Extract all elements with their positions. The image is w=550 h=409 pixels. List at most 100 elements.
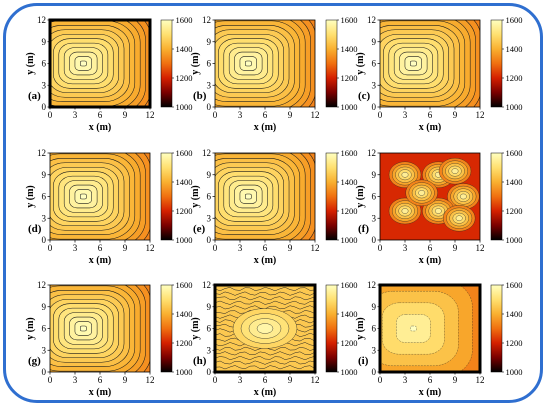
x-tick-label: 0 xyxy=(378,110,383,120)
y-axis-label: y (m) xyxy=(25,185,36,208)
x-tick-label: 9 xyxy=(453,110,458,120)
colorbar-tick-label: 1600 xyxy=(341,15,358,25)
y-axis-label: y (m) xyxy=(190,185,201,208)
x-tick-label: 9 xyxy=(453,375,458,385)
x-tick-label: 12 xyxy=(311,243,320,253)
heat-field xyxy=(215,153,315,240)
y-tick-label: 9 xyxy=(207,170,212,180)
hotspot-contour xyxy=(455,215,463,222)
y-axis-label: y (m) xyxy=(190,317,201,340)
x-axis-label: x (m) xyxy=(89,387,112,398)
panel-b: 0 3 6 9 12 0 3 6 9 12 x (m) y (m) (b) 1000 1200 1400 160… xyxy=(190,15,358,133)
panel-label: (i) xyxy=(358,355,369,367)
y-tick-label: 0 xyxy=(42,367,47,377)
x-tick-label: 6 xyxy=(428,375,433,385)
x-tick-label: 12 xyxy=(146,375,155,385)
colorbar-tick-label: 1200 xyxy=(341,206,358,216)
y-tick-label: 0 xyxy=(42,102,47,112)
heat-field xyxy=(380,20,480,107)
x-tick-label: 6 xyxy=(263,243,268,253)
colorbar-tick-label: 1200 xyxy=(341,73,358,83)
colorbar-tick-label: 1000 xyxy=(506,102,523,112)
colorbar-tick-label: 1600 xyxy=(176,15,193,25)
colorbar-tick-label: 1200 xyxy=(341,338,358,348)
y-tick-label: 12 xyxy=(37,15,46,25)
heat-field xyxy=(50,285,150,372)
contour-line xyxy=(215,296,315,301)
y-tick-label: 6 xyxy=(42,324,47,334)
x-axis-label: x (m) xyxy=(419,122,442,133)
colorbar-tick-label: 1200 xyxy=(506,338,523,348)
y-axis-label: y (m) xyxy=(355,52,366,75)
colorbar-tick-label: 1200 xyxy=(176,206,193,216)
panel-h: 0 3 6 9 12 0 3 6 9 12 x (m) y (m) (h) 1000 1200 1400 160… xyxy=(190,280,358,398)
contour-level xyxy=(245,193,252,200)
colorbar-tick-label: 1000 xyxy=(506,367,523,377)
x-tick-label: 6 xyxy=(263,110,268,120)
colorbar-tick-label: 1600 xyxy=(341,280,358,290)
colorbar-tick-label: 1200 xyxy=(176,73,193,83)
x-tick-label: 12 xyxy=(311,110,320,120)
panel-i: 0 3 6 9 12 0 3 6 9 12 x (m) y (m) (i) 1000 1200 1400 160… xyxy=(355,280,523,398)
hotspot-contour xyxy=(418,190,426,196)
heat-field xyxy=(380,285,480,372)
contour-line xyxy=(215,286,315,292)
colorbar xyxy=(325,152,338,241)
colorbar xyxy=(160,284,173,373)
x-tick-label: 0 xyxy=(213,110,218,120)
colorbar-tick-label: 1000 xyxy=(176,235,193,245)
x-tick-label: 3 xyxy=(403,110,408,120)
x-tick-label: 9 xyxy=(123,243,128,253)
y-axis-label: y (m) xyxy=(190,52,201,75)
contour-line xyxy=(215,365,315,370)
colorbar xyxy=(325,284,338,373)
y-tick-label: 12 xyxy=(367,15,376,25)
y-axis-label: y (m) xyxy=(25,317,36,340)
contour-level xyxy=(80,193,87,200)
colorbar-tick-label: 1400 xyxy=(341,309,358,319)
y-tick-label: 9 xyxy=(207,37,212,47)
x-tick-label: 0 xyxy=(48,243,53,253)
figure-frame xyxy=(3,3,543,403)
colorbar-tick-label: 1400 xyxy=(506,177,523,187)
x-tick-label: 12 xyxy=(146,243,155,253)
x-tick-label: 9 xyxy=(288,110,293,120)
x-tick-label: 12 xyxy=(146,110,155,120)
panel-label: (a) xyxy=(28,90,41,102)
panel-label: (h) xyxy=(193,355,207,367)
hotspot-contour xyxy=(256,323,274,334)
y-tick-label: 6 xyxy=(372,59,377,69)
hotspot-contour xyxy=(459,193,467,200)
colorbar-tick-label: 1600 xyxy=(506,280,523,290)
x-tick-label: 3 xyxy=(403,243,408,253)
y-tick-label: 6 xyxy=(42,192,47,202)
y-tick-label: 12 xyxy=(202,148,211,158)
panel-label: (e) xyxy=(193,223,206,235)
y-tick-label: 12 xyxy=(202,15,211,25)
colorbar-tick-label: 1000 xyxy=(506,235,523,245)
x-axis-label: x (m) xyxy=(419,255,442,266)
panel-label: (f) xyxy=(358,223,369,235)
x-tick-label: 12 xyxy=(476,375,485,385)
colorbar-tick-label: 1000 xyxy=(341,235,358,245)
x-tick-label: 6 xyxy=(428,243,433,253)
x-tick-label: 0 xyxy=(48,375,53,385)
y-tick-label: 6 xyxy=(207,324,212,334)
x-tick-label: 9 xyxy=(288,243,293,253)
heat-field xyxy=(215,285,315,372)
x-tick-label: 9 xyxy=(453,243,458,253)
y-tick-label: 0 xyxy=(372,367,377,377)
contour-level xyxy=(410,60,417,67)
contour-line xyxy=(215,300,315,305)
x-tick-label: 0 xyxy=(48,110,53,120)
y-tick-label: 9 xyxy=(42,37,47,47)
y-tick-label: 0 xyxy=(372,235,377,245)
y-tick-label: 6 xyxy=(372,192,377,202)
panel-g: 0 3 6 9 12 0 3 6 9 12 x (m) y (m) (g) 1000 1200 1400 160… xyxy=(25,280,193,398)
colorbar-tick-label: 1400 xyxy=(176,44,193,54)
x-tick-label: 0 xyxy=(213,243,218,253)
hotspot-contour xyxy=(451,168,459,174)
colorbar-tick-label: 1400 xyxy=(341,44,358,54)
panel-label: (g) xyxy=(28,355,41,367)
x-tick-label: 3 xyxy=(238,375,243,385)
